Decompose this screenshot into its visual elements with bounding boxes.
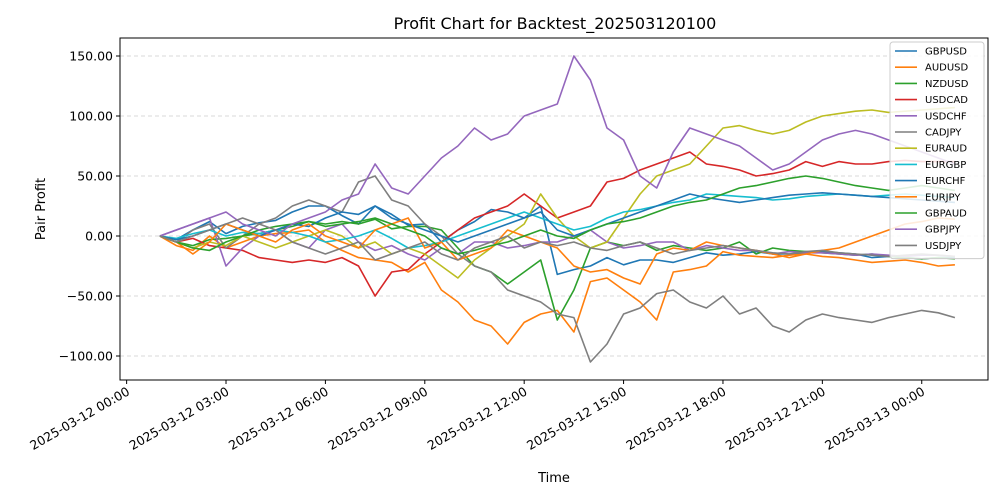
legend-label: USDCHF bbox=[925, 111, 967, 122]
legend-label: GBPJPY bbox=[925, 225, 961, 236]
legend-label: USDJPY bbox=[925, 241, 962, 252]
x-tick-label: 2025-03-13 00:00 bbox=[822, 384, 927, 453]
legend-label: EURJPY bbox=[925, 192, 961, 203]
x-tick-label: 2025-03-12 03:00 bbox=[126, 384, 231, 453]
y-tick-label: −50.00 bbox=[67, 289, 113, 304]
plot-frame bbox=[119, 37, 989, 381]
legend-label: CADJPY bbox=[925, 128, 962, 139]
x-tick-label: 2025-03-12 18:00 bbox=[623, 384, 728, 453]
grid bbox=[120, 55, 988, 357]
x-tick-label: 2025-03-12 06:00 bbox=[226, 384, 331, 453]
series-line-eurgbp bbox=[159, 193, 955, 249]
x-tick-label: 2025-03-12 12:00 bbox=[425, 384, 530, 453]
legend: GBPUSD AUDUSD NZDUSD USDCAD USDCHF CADJPY EURA… bbox=[889, 41, 985, 260]
y-axis-label: Pair Profit bbox=[34, 178, 49, 240]
legend-label: NZDUSD bbox=[925, 79, 969, 90]
x-tick-label: 2025-03-12 00:00 bbox=[27, 384, 132, 453]
y-tick-label: 150.00 bbox=[69, 49, 113, 64]
legend-label: GBPAUD bbox=[925, 209, 967, 220]
series-line-usdjpy bbox=[159, 217, 955, 261]
series-lines bbox=[159, 55, 956, 363]
y-tick-label: 100.00 bbox=[69, 109, 113, 124]
legend-label: EURCHF bbox=[925, 176, 966, 187]
y-tick-label: −100.00 bbox=[59, 349, 113, 364]
legend-box bbox=[889, 41, 985, 260]
x-tick-label: 2025-03-12 21:00 bbox=[723, 384, 828, 453]
series-line-cadjpy bbox=[159, 175, 956, 363]
legend-label: AUDUSD bbox=[925, 63, 969, 74]
x-tick-label: 2025-03-12 15:00 bbox=[524, 384, 629, 453]
y-axis-ticks: −100.00 −50.00 0.00 50.00 100.00 150.00 bbox=[59, 49, 120, 364]
chart-title: Profit Chart for Backtest_202503120100 bbox=[394, 14, 717, 34]
legend-label: GBPUSD bbox=[925, 47, 967, 58]
y-tick-label: 0.00 bbox=[85, 229, 113, 244]
legend-label: EURGBP bbox=[925, 160, 966, 171]
x-axis-label: Time bbox=[537, 471, 570, 486]
legend-label: USDCAD bbox=[925, 95, 968, 106]
series-line-gbpusd bbox=[159, 205, 955, 276]
legend-label: EURAUD bbox=[925, 144, 967, 155]
series-line-gbpjpy bbox=[159, 55, 956, 237]
y-tick-label: 50.00 bbox=[77, 169, 113, 184]
x-tick-label: 2025-03-12 09:00 bbox=[325, 384, 430, 453]
